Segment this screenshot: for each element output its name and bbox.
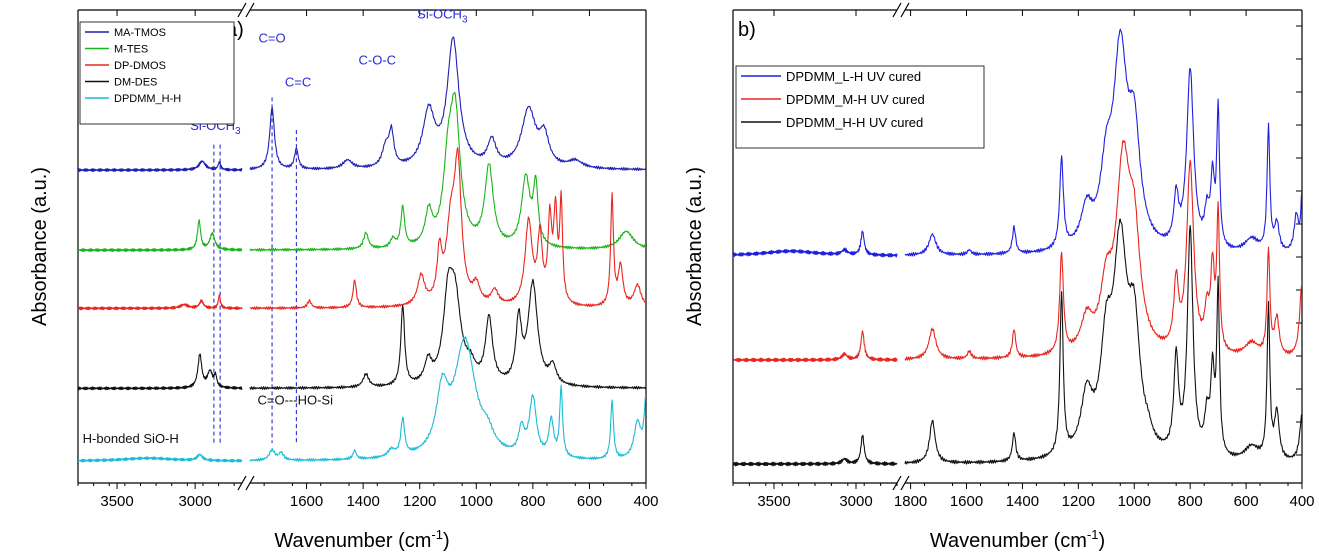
x-axis-label-sup: -1	[431, 527, 443, 542]
annotation-main: C=O---HO-Si	[258, 392, 334, 407]
series-line-DM-DES-seg1	[249, 266, 646, 391]
series-line-DPDMM_M-H UV cured-seg0	[733, 330, 898, 363]
x-axis-label-main: Wavenumber (cm	[274, 530, 431, 552]
x-tick-label: 400	[633, 493, 658, 510]
series-line-DP-DMOS-seg0	[78, 294, 243, 311]
annotation-main: C-O-C	[359, 53, 397, 68]
legend-box	[79, 21, 235, 125]
annotation: C-O-C	[359, 53, 397, 68]
annotation-sub: 3	[462, 15, 468, 26]
y-axis-label: Absorbance (a.u.)	[684, 167, 706, 326]
annotation: C=O---HO-Si	[258, 392, 334, 407]
axis-break-mark-0-0	[892, 2, 902, 18]
series-line-M-TES-seg0	[78, 219, 243, 253]
x-tick-label: 800	[1178, 493, 1203, 510]
x-tick-label: 1400	[1006, 493, 1039, 510]
legend-box	[735, 65, 985, 149]
legend-entry: DP-DMOS	[114, 60, 166, 72]
legend-entry: MA-TMOS	[114, 27, 166, 39]
x-tick-label: 3000	[178, 493, 211, 510]
x-tick-label: 1600	[290, 493, 323, 510]
x-axis-label-main: Wavenumber (cm	[930, 530, 1087, 552]
x-tick-label: 3500	[100, 493, 133, 510]
panel-b: 3500 3000 1800 1600 1400 1200 1000 800 600 400 Wav…	[684, 2, 1315, 552]
series-line-DPDMM_M-H UV cured-seg1	[904, 139, 1302, 361]
series-line-DPDMM_H-H UV cured-seg0	[733, 434, 898, 467]
series-line-MA-TMOS-seg1	[249, 36, 646, 172]
legend-entry: DM-DES	[114, 77, 157, 89]
annotation: H-bonded SiO-H	[83, 431, 179, 446]
panel-a: 3500 3000 1600 1400 1200 1000 800 600 400 Wavenum…	[29, 2, 659, 552]
x-tick-label: 1600	[950, 493, 983, 510]
annotation: C=C	[285, 74, 311, 89]
x-axis-label-sup: -1	[1087, 527, 1099, 542]
annotation-sub: 3	[235, 126, 241, 137]
annotation-main: C=C	[285, 74, 311, 89]
x-tick-label: 1000	[1118, 493, 1151, 510]
y-axis-label: Absorbance (a.u.)	[29, 167, 51, 326]
annotation: C=O	[259, 31, 286, 46]
annotation: Si-OCH3	[417, 7, 468, 26]
annotation-main: C=O	[259, 31, 286, 46]
legend-entry: M-TES	[114, 44, 148, 56]
x-tick-label: 1800	[894, 493, 927, 510]
x-axis-label-tail: )	[1098, 530, 1105, 552]
axis-break-mark-1-1	[245, 475, 255, 491]
axis-break-mark-0-1	[900, 2, 910, 18]
legend-entry: DPDMM_H-H UV cured	[786, 115, 923, 130]
legend-entry: DPDMM_M-H UV cured	[786, 92, 925, 107]
series-line-DPDMM_H-H-seg0	[78, 453, 243, 463]
axis-break-mark-1-0	[237, 475, 247, 491]
series-line-DPDMM_H-H-seg1	[249, 336, 646, 462]
legend-entry: DPDMM_H-H	[114, 93, 181, 105]
series-line-DPDMM_L-H UV cured-seg0	[733, 230, 898, 258]
x-axis-label: Wavenumber (cm-1)	[274, 527, 449, 552]
x-tick-label: 3500	[757, 493, 790, 510]
x-tick-label: 800	[520, 493, 545, 510]
x-tick-label: 1000	[460, 493, 493, 510]
annotation-main: H-bonded SiO-H	[83, 431, 179, 446]
x-tick-label: 3000	[839, 493, 872, 510]
series-line-DM-DES-seg0	[78, 353, 243, 391]
series-line-DPDMM_H-H UV cured-seg1	[904, 218, 1302, 465]
x-tick-label: 400	[1289, 493, 1314, 510]
axis-break-mark-0-1	[245, 2, 255, 18]
panel-label: b)	[738, 19, 756, 41]
x-tick-label: 1200	[1062, 493, 1095, 510]
series-line-MA-TMOS-seg0	[78, 160, 243, 173]
series-line-DPDMM_L-H UV cured-seg1	[904, 28, 1302, 257]
series-line-M-TES-seg1	[249, 91, 646, 252]
x-axis-label: Wavenumber (cm-1)	[930, 527, 1105, 552]
axis-break-mark-1-1	[900, 475, 910, 491]
x-tick-label: 600	[577, 493, 602, 510]
annotation-main: Si-OCH	[417, 7, 462, 22]
axis-break-mark-0-0	[237, 2, 247, 18]
x-axis-label-tail: )	[443, 530, 450, 552]
x-tick-label: 600	[1234, 493, 1259, 510]
x-tick-label: 1200	[403, 493, 436, 510]
series-line-DP-DMOS-seg1	[249, 147, 646, 311]
legend-entry: DPDMM_L-H UV cured	[786, 69, 921, 84]
x-tick-label: 1400	[346, 493, 379, 510]
